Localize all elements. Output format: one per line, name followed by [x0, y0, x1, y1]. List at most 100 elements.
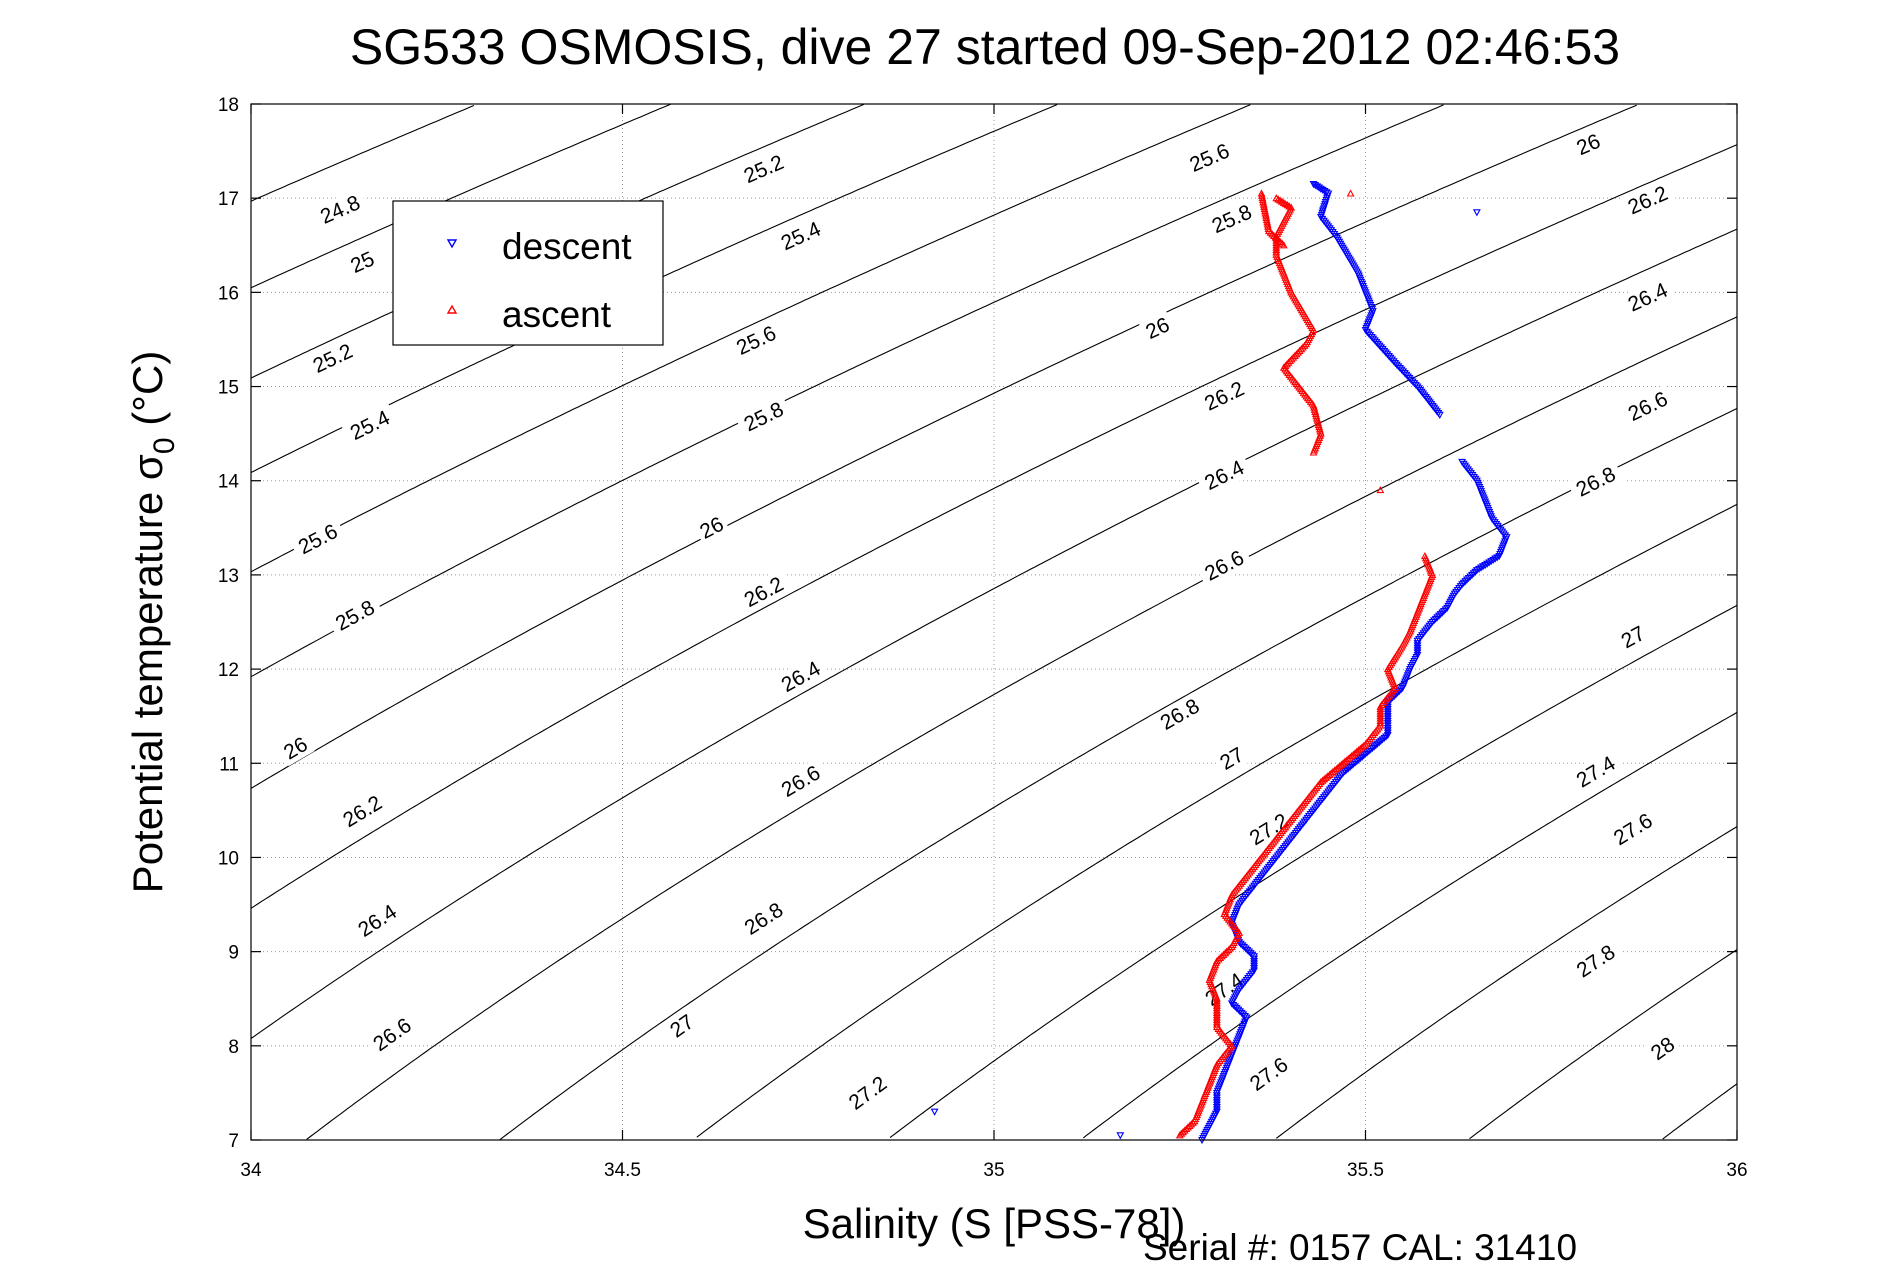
y-axis-label-main: Potential temperature σ: [124, 454, 171, 893]
x-tick-label: 34.5: [604, 1160, 641, 1181]
density-contour-line: [1662, 1083, 1738, 1140]
ascent-point: [1389, 685, 1398, 693]
legend-ascent-marker: [446, 304, 458, 314]
descent-point: [1493, 554, 1502, 562]
contour-label-bg: [326, 592, 384, 639]
contour-label-bg: [772, 757, 830, 805]
contour-label-bg: [1196, 964, 1253, 1014]
ascent-point: [1405, 629, 1413, 637]
y-tick-label: 12: [218, 660, 239, 681]
chart-title: SG533 OSMOSIS, dive 27 started 09-Sep-20…: [350, 19, 1620, 75]
density-contour-line: [696, 503, 1738, 1138]
ascent-point: [1226, 893, 1235, 901]
contour-label-bg: [772, 653, 830, 700]
contour-label-bg: [839, 1067, 896, 1118]
descent-point: [1392, 361, 1401, 369]
ascent-point: [1285, 817, 1294, 825]
descent-point: [1278, 846, 1287, 855]
descent-point: [1426, 620, 1435, 629]
contour-label-bg: [1195, 542, 1253, 589]
contour-label-bg: [1567, 748, 1625, 796]
contour-label-bg: [772, 214, 830, 258]
ascent-point: [1241, 874, 1250, 882]
legend-ascent-label: ascent: [502, 294, 612, 335]
ascent-point: [1376, 704, 1385, 713]
descent-point: [1311, 182, 1320, 190]
descent-point: [1263, 865, 1272, 873]
contour-label-bg: [692, 510, 731, 546]
descent-point: [1405, 375, 1414, 383]
descent-point: [1359, 752, 1368, 760]
y-tick-label: 9: [228, 943, 239, 964]
x-tick-label: 36: [1726, 1160, 1747, 1181]
ascent-point: [1292, 350, 1301, 358]
ascent-point: [1421, 554, 1430, 562]
descent-point: [1413, 640, 1422, 648]
ascent-point: [1278, 239, 1287, 247]
descent-point: [1413, 642, 1422, 650]
x-tick-label: 35.5: [1347, 1160, 1384, 1181]
descent-point: [1405, 668, 1414, 676]
descent-point: [1234, 903, 1243, 911]
ascent-point: [1310, 403, 1319, 411]
contour-label-group: 26: [1569, 127, 1607, 162]
ascent-point: [1187, 1120, 1196, 1128]
axis-ticks: 34 34.5 35 35.5 36 7 8 9 10 11 12 13 14 15 16 17 18: [218, 95, 1748, 1181]
descent-point: [1459, 460, 1468, 468]
ascent-point: [1286, 356, 1295, 365]
density-contours: [250, 103, 1738, 1141]
ascent-point: [1289, 353, 1298, 361]
descent-point: [1250, 955, 1259, 963]
contour-label-bg: [1604, 805, 1662, 853]
y-tick-label: 18: [218, 95, 239, 116]
contour-label-bg: [727, 318, 785, 363]
contour-label-bg: [1138, 310, 1177, 346]
contour-label-bg: [1180, 136, 1239, 180]
ascent-point: [1397, 643, 1406, 651]
descent-point: [1471, 568, 1480, 576]
ascent-point: [1273, 252, 1282, 260]
ascent-point: [1376, 485, 1385, 494]
ascent-point: [1284, 358, 1293, 366]
y-tick-label: 13: [218, 566, 239, 587]
data-series: [930, 181, 1511, 1145]
descent-point: [1441, 606, 1450, 614]
density-contour-line: [1275, 826, 1738, 1139]
ascent-point: [1346, 189, 1355, 197]
y-axis-label: Potential temperature σ0 (°C): [124, 351, 181, 894]
ascent-point: [1256, 855, 1264, 863]
legend-box: [392, 200, 664, 346]
contour-label-group: 27: [1212, 740, 1251, 777]
descent-point: [1354, 272, 1363, 280]
y-tick-label: 11: [219, 754, 239, 775]
descent-point: [930, 1108, 939, 1116]
contour-label-bg: [1619, 275, 1677, 319]
contour-label-bg: [1567, 459, 1625, 505]
ascent-point: [1264, 224, 1273, 232]
density-contour-line: [1469, 949, 1738, 1140]
ascent-point: [1384, 667, 1393, 675]
contour-label-bg: [1195, 373, 1253, 419]
contour-label-bg: [1151, 690, 1209, 738]
serial-number-text: Serial #: 0157 CAL: 31410: [1143, 1227, 1577, 1262]
density-contour-line: [250, 104, 1444, 678]
ascent-point: [1212, 1011, 1221, 1019]
ascent-point: [1298, 343, 1307, 351]
y-tick-label: 14: [218, 472, 240, 493]
ascent-point: [1206, 977, 1215, 986]
contour-label-bg: [1212, 740, 1251, 777]
ascent-point: [1288, 290, 1297, 298]
ascent-point: [1420, 591, 1429, 599]
ascent-point: [1359, 741, 1368, 749]
ascent-point: [1226, 944, 1235, 952]
ascent-point: [1189, 1118, 1197, 1126]
ascent-point: [1294, 348, 1303, 356]
density-contour-line: [250, 104, 475, 202]
contour-label-bg: [311, 188, 369, 231]
descent-point: [1382, 733, 1391, 741]
contour-label-group: 26: [1138, 310, 1177, 346]
density-contour-line: [250, 228, 1738, 1039]
ascent-point: [1214, 1024, 1223, 1032]
contour-label-bg: [343, 245, 382, 280]
